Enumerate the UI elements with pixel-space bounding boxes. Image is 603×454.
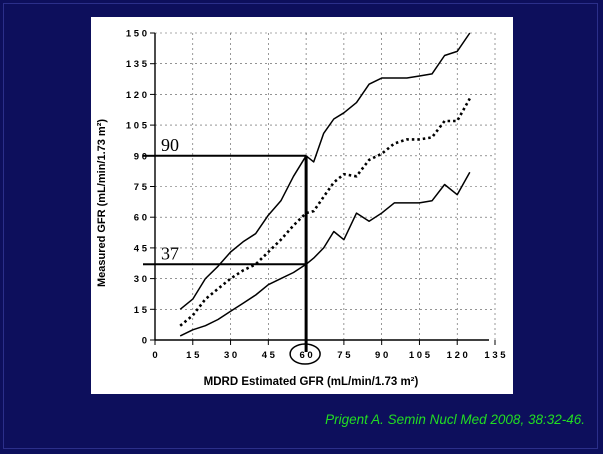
- y-tick-labels: 0 1 5 3 0 4 5 6 0 7 5 9 0 1 0 5 1 2 0 1 3 5 1 5 0: [126, 29, 148, 347]
- series-line-1: [179, 32, 471, 310]
- y-tick-label: 9 0: [134, 151, 147, 162]
- x-tick-label: 1 0 5: [409, 350, 431, 361]
- y-tick-label: 6 0: [134, 213, 147, 224]
- x-tick-label: 0: [152, 350, 157, 361]
- axes: [150, 32, 496, 345]
- reference-label-90: 90: [161, 135, 179, 155]
- x-tick-label: 7 5: [337, 350, 351, 361]
- y-tick-label: 1 5 0: [126, 29, 147, 40]
- x-tick-label: 1 3 5: [484, 350, 506, 361]
- annotations: 90 37: [143, 135, 321, 365]
- y-tick-label: 1 2 0: [126, 90, 147, 101]
- y-tick-label: 1 5: [134, 305, 148, 316]
- y-tick-label: 1 0 5: [126, 121, 148, 132]
- slide-frame: [3, 3, 598, 449]
- x-tick-labels: 0 1 5 3 0 4 5 6 0 7 5 9 0 1 0 5 1 2 0 1 3 5: [152, 350, 506, 361]
- series-lines: [179, 32, 471, 337]
- citation: Prigent A. Semin Nucl Med 2008, 38:32-46…: [325, 412, 585, 427]
- gfr-chart: 0 1 5 3 0 4 5 6 0 7 5 9 0 1 0 5 1 2 0 1 3 5 0 1 5 3…: [96, 29, 506, 389]
- y-tick-label: 7 5: [134, 182, 148, 193]
- series-line-2: [179, 97, 471, 327]
- x-tick-label: 4 5: [262, 350, 276, 361]
- y-tick-label: 4 5: [134, 243, 148, 254]
- y-tick-label: 3 0: [134, 274, 147, 285]
- x-tick-label: 1 2 0: [447, 350, 468, 361]
- y-tick-label: 0: [142, 336, 147, 347]
- chart-panel: 0 1 5 3 0 4 5 6 0 7 5 9 0 1 0 5 1 2 0 1 3 5 0 1 5 3…: [91, 17, 513, 394]
- x-axis-title: MDRD Estimated GFR (mL/min/1.73 m²): [204, 376, 419, 388]
- circled-tick-marker: [289, 343, 321, 365]
- series-line-3: [179, 171, 471, 337]
- x-tick-label: 1 5: [186, 350, 200, 361]
- x-tick-label: 3 0: [224, 350, 237, 361]
- y-tick-label: 1 3 5: [126, 59, 148, 70]
- y-axis-title: Measured GFR (mL/min/1.73 m²): [96, 119, 108, 287]
- grid: [155, 32, 496, 340]
- x-tick-label: 9 0: [375, 350, 388, 361]
- x-tick-label: 6 0: [300, 350, 313, 361]
- reference-label-37: 37: [161, 243, 179, 263]
